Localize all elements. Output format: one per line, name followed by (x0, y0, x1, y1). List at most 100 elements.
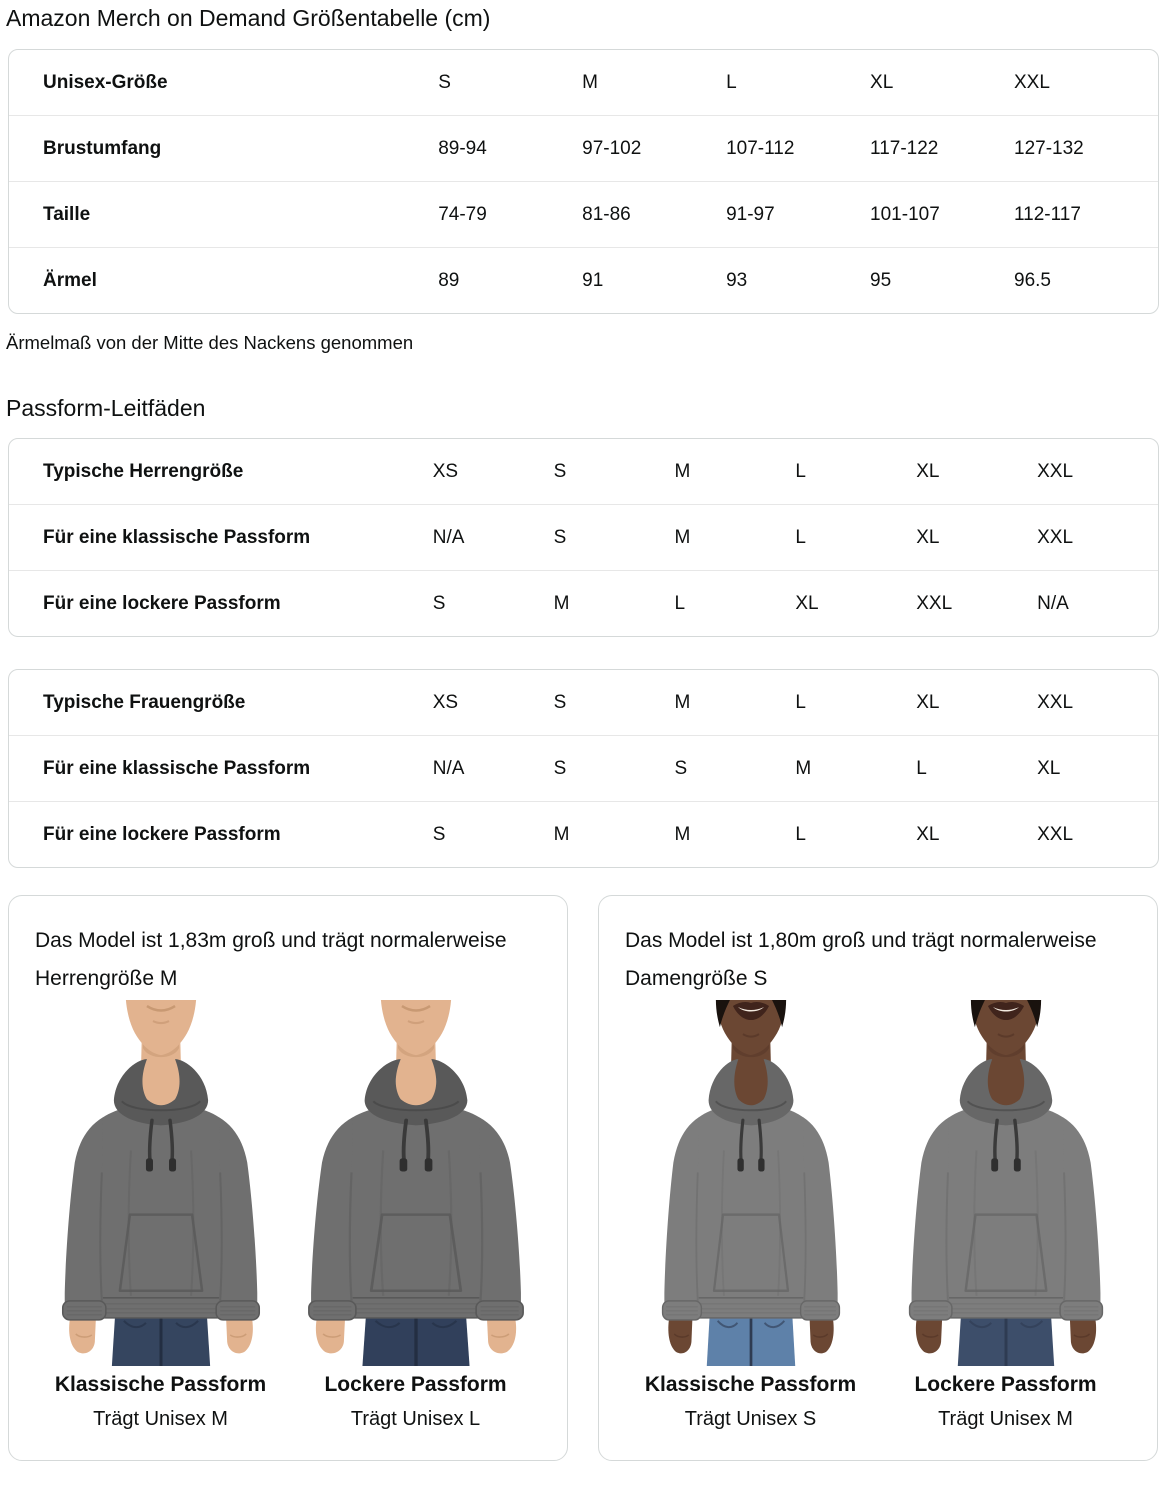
figure-caption: Klassische Passform Trägt Unisex S (623, 1366, 878, 1436)
row-label: Unisex-Größe (43, 71, 168, 93)
cell-value: XL (916, 460, 940, 482)
model-photo-men-classic (35, 1000, 287, 1366)
cell-value: S (432, 570, 554, 636)
table-row: Unisex-Größe S M L XL XXL (9, 50, 1158, 116)
cell-value: M (674, 460, 691, 482)
size-table-container: Unisex-Größe S M L XL XXL Brustumfang 89-94 97-1… (8, 49, 1159, 314)
table-row: Taille 74-79 81-86 91-97 101-107 112-117 (9, 181, 1158, 248)
cell-value: 127-132 (1014, 115, 1158, 182)
cell-value: XXL (1014, 71, 1050, 93)
mens-fit-table: Typische Herrengröße XS S M L XL XXL Für eine k… (9, 439, 1158, 636)
figure-caption: Lockere Passform Trägt Unisex L (288, 1366, 543, 1436)
cell-value: 117-122 (870, 115, 1014, 182)
model-photo-men-loose (290, 1000, 542, 1366)
men-model-description: Das Model ist 1,83m groß und trägt norma… (35, 929, 507, 990)
row-label: Ärmel (9, 247, 439, 313)
cell-value: 101-107 (870, 181, 1014, 248)
cell-value: XXL (1037, 801, 1158, 867)
figure-caption: Klassische Passform Trägt Unisex M (33, 1366, 288, 1436)
hoodie-model-illustration (307, 1000, 524, 1366)
cell-value: XL (916, 801, 1038, 867)
model-photo-women-classic (625, 1000, 877, 1366)
hoodie-model-illustration (661, 1000, 840, 1366)
cell-value: L (795, 504, 917, 571)
table-row: Für eine klassische Passform N/A S S M L XL (9, 735, 1158, 802)
cell-value: 91 (582, 247, 727, 313)
page-title: Amazon Merch on Demand Größentabelle (cm… (6, 5, 491, 31)
cell-value: 96.5 (1014, 247, 1158, 313)
cell-value: M (553, 570, 675, 636)
fit-label: Lockere Passform (324, 1373, 507, 1396)
cell-value: XXL (1037, 460, 1074, 482)
row-label: Typische Frauengröße (43, 691, 246, 713)
cell-value: 89 (438, 247, 583, 313)
cell-value: 89-94 (438, 115, 583, 182)
cell-value: S (553, 504, 675, 571)
row-label: Für eine klassische Passform (9, 735, 433, 802)
cell-value: M (582, 71, 598, 93)
cell-value: N/A (432, 735, 554, 802)
figure-men-classic-fit: Klassische Passform Trägt Unisex M (33, 1000, 288, 1436)
row-label: Für eine lockere Passform (9, 570, 433, 636)
cell-value: M (553, 801, 675, 867)
cell-value: L (795, 460, 806, 482)
womens-fit-table-container: Typische Frauengröße XS S M L XL XXL Für eine k… (8, 669, 1159, 868)
figure-women-classic-fit: Klassische Passform Trägt Unisex S (623, 1000, 878, 1436)
size-table: Unisex-Größe S M L XL XXL Brustumfang 89-94 97-1… (9, 50, 1158, 313)
cell-value: XL (916, 691, 940, 713)
table-row: Für eine lockere Passform S M L XL XXL N/A (9, 570, 1158, 636)
cell-value: L (726, 71, 737, 93)
cell-value: XL (870, 71, 894, 93)
cell-value: L (674, 570, 796, 636)
cell-value: XS (432, 691, 459, 713)
wears-label: Trägt Unisex M (93, 1408, 228, 1430)
cell-value: N/A (432, 504, 554, 571)
table-row: Brustumfang 89-94 97-102 107-112 117-122 127-… (9, 115, 1158, 182)
size-table-body: Unisex-Größe S M L XL XXL Brustumfang 89-94 97-1… (9, 50, 1158, 313)
model-card-men: Das Model ist 1,83m groß und trägt norma… (8, 895, 568, 1461)
model-photo-women-loose (880, 1000, 1132, 1366)
fit-label: Klassische Passform (54, 1373, 267, 1396)
figure-women-loose-fit: Lockere Passform Trägt Unisex M (878, 1000, 1133, 1436)
wears-label: Trägt Unisex S (684, 1408, 817, 1430)
fit-label: Klassische Passform (644, 1373, 857, 1396)
mens-fit-table-body: Typische Herrengröße XS S M L XL XXL Für eine k… (9, 439, 1158, 636)
cell-value: L (795, 691, 806, 713)
row-label: Für eine lockere Passform (9, 801, 433, 867)
cell-value: 74-79 (438, 181, 583, 248)
cell-value: 81-86 (582, 181, 727, 248)
cell-value: XL (1037, 735, 1158, 802)
wears-label: Trägt Unisex M (938, 1408, 1073, 1430)
cell-value: S (553, 460, 567, 482)
cell-value: 112-117 (1014, 181, 1158, 248)
cell-value: XS (432, 460, 459, 482)
model-cards-row: Das Model ist 1,83m groß und trägt norma… (8, 895, 1159, 1461)
cell-value: S (438, 71, 451, 93)
cell-value: XL (795, 570, 917, 636)
cell-value: N/A (1037, 570, 1158, 636)
cell-value: 95 (870, 247, 1014, 313)
hoodie-model-illustration (61, 1000, 260, 1366)
cell-value: 107-112 (726, 115, 871, 182)
cell-value: S (553, 735, 675, 802)
men-figures-row: Klassische Passform Trägt Unisex M (33, 1000, 543, 1436)
cell-value: XXL (1037, 504, 1158, 571)
cell-value: M (674, 801, 796, 867)
cell-value: L (916, 735, 1038, 802)
cell-value: M (674, 691, 691, 713)
table-row: Für eine lockere Passform S M M L XL XXL (9, 801, 1158, 867)
table-row: Typische Herrengröße XS S M L XL XXL (9, 439, 1158, 505)
cell-value: M (795, 735, 917, 802)
model-card-women: Das Model ist 1,80m groß und trägt norma… (598, 895, 1158, 1461)
table-row: Typische Frauengröße XS S M L XL XXL (9, 670, 1158, 736)
row-label: Für eine klassische Passform (9, 504, 433, 571)
womens-fit-table: Typische Frauengröße XS S M L XL XXL Für eine k… (9, 670, 1158, 867)
wears-label: Trägt Unisex L (350, 1408, 481, 1430)
cell-value: S (432, 801, 554, 867)
cell-value: S (553, 691, 567, 713)
women-figures-row: Klassische Passform Trägt Unisex S (623, 1000, 1133, 1436)
figure-caption: Lockere Passform Trägt Unisex M (878, 1366, 1133, 1436)
cell-value: 93 (726, 247, 871, 313)
cell-value: L (795, 801, 917, 867)
mens-fit-table-container: Typische Herrengröße XS S M L XL XXL Für eine k… (8, 438, 1159, 637)
